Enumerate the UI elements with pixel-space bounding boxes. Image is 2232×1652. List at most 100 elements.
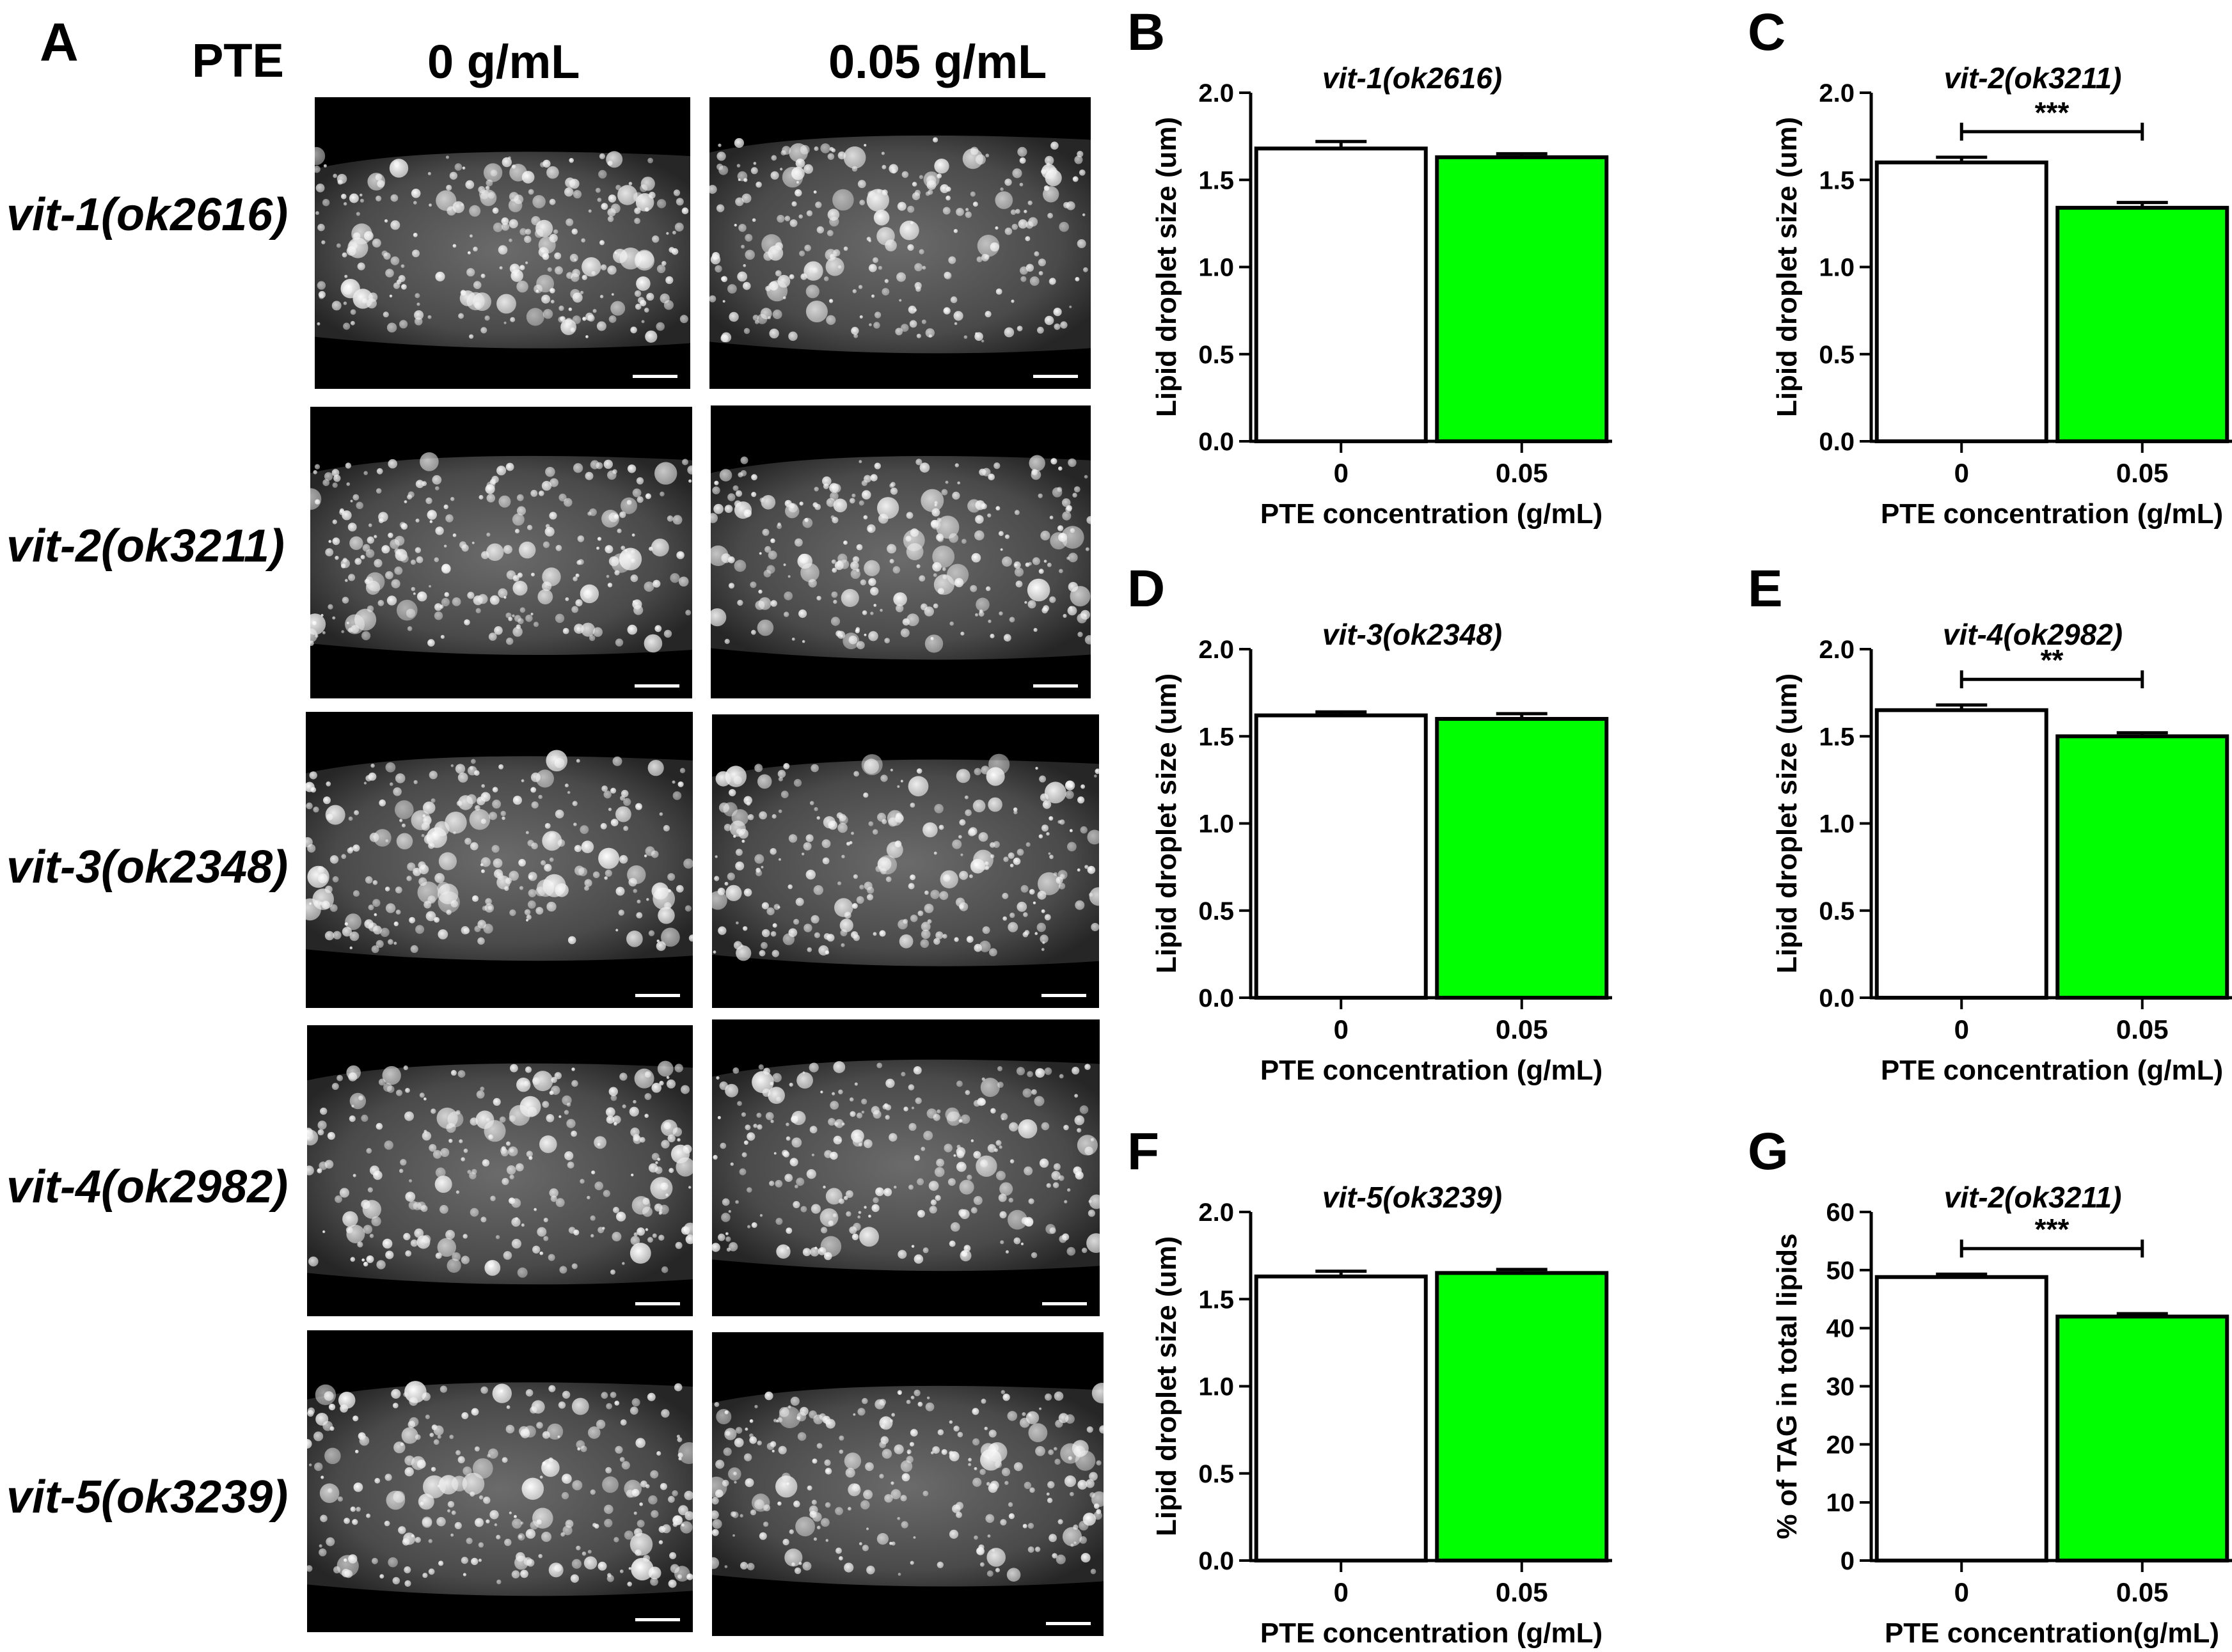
bar-0 xyxy=(1874,161,2048,443)
bar-0 xyxy=(1254,1274,1428,1562)
bar-0 xyxy=(1874,708,2048,1000)
x-axis-label: PTE concentration (g/mL) xyxy=(1260,498,1603,530)
y-axis-label: Lipid droplet size (um) xyxy=(1771,117,1803,417)
micrograph-image xyxy=(711,455,1091,688)
micrograph-vit-2-control xyxy=(310,407,692,698)
x-tick-label: 0.05 xyxy=(2116,1577,2169,1607)
bar-1 xyxy=(1435,155,1609,443)
y-tick-label: 1.0 xyxy=(1198,810,1234,838)
scale-bar xyxy=(1042,1302,1087,1305)
x-axis-label: PTE concentration (g/mL) xyxy=(1881,498,2223,530)
y-tick-label: 0.5 xyxy=(1198,897,1234,925)
y-tick-label: 0 xyxy=(1840,1547,1855,1575)
x-tick-label: 0.05 xyxy=(1496,1577,1548,1607)
y-tick-label: 2.0 xyxy=(1819,79,1855,107)
y-tick-label: 2.0 xyxy=(1198,79,1234,107)
micrograph-image xyxy=(307,1381,693,1621)
micrograph-vit-1-control xyxy=(315,97,690,389)
y-axis-label: Lipid droplet size (um) xyxy=(1151,673,1182,973)
panel-letter: C xyxy=(1748,3,1785,61)
bar-1 xyxy=(2055,734,2229,1000)
x-tick-label: 0 xyxy=(1954,458,1969,488)
x-axis-label: PTE concentration (g/mL) xyxy=(1881,1055,2223,1086)
micrograph-image xyxy=(306,750,693,997)
y-axis-label: Lipid droplet size (um) xyxy=(1771,673,1803,973)
y-tick-label: 1.0 xyxy=(1198,254,1234,282)
y-tick-label: 2.0 xyxy=(1198,1199,1234,1227)
y-axis-label: Lipid droplet size (um) xyxy=(1151,117,1182,417)
y-tick-label: 1.5 xyxy=(1198,723,1234,751)
y-tick-label: 40 xyxy=(1826,1315,1855,1343)
micrograph-image xyxy=(307,1060,693,1305)
scale-bar xyxy=(635,1618,680,1621)
y-tick-label: 0.0 xyxy=(1198,1547,1234,1575)
micrograph-vit-5-control xyxy=(307,1330,693,1632)
micrograph-vit-5-pte xyxy=(712,1332,1104,1636)
y-tick-label: 50 xyxy=(1826,1257,1855,1285)
column-header-005: 0.05 g/mL xyxy=(828,35,1047,88)
x-axis-label: PTE concentration(g/mL) xyxy=(1885,1617,2219,1649)
pte-header: PTE xyxy=(192,34,284,87)
column-header-0: 0 g/mL xyxy=(427,35,580,88)
panel-letter-a: A xyxy=(40,12,79,72)
significance-stars: *** xyxy=(2035,1213,2070,1246)
y-axis-label: Lipid droplet size (um) xyxy=(1151,1236,1182,1536)
x-tick-label: 0 xyxy=(1954,1014,1969,1044)
row-label-vit-3: vit-3(ok2348) xyxy=(6,842,289,893)
scale-bar xyxy=(633,375,677,378)
chart-title: vit-5(ok3239) xyxy=(1322,1181,1502,1214)
y-tick-label: 1.0 xyxy=(1819,810,1855,838)
y-tick-label: 1.0 xyxy=(1198,1373,1234,1401)
x-tick-label: 0 xyxy=(1954,1577,1969,1607)
x-tick-label: 0.05 xyxy=(2116,1014,2169,1044)
y-tick-label: 0.0 xyxy=(1819,984,1855,1012)
x-axis-label: PTE concentration (g/mL) xyxy=(1260,1055,1603,1086)
y-tick-label: 0.5 xyxy=(1198,341,1234,369)
y-tick-label: 1.5 xyxy=(1819,166,1855,194)
x-tick-label: 0.05 xyxy=(1496,458,1548,488)
micrograph-image xyxy=(315,146,690,378)
bar-1 xyxy=(2055,205,2229,443)
y-tick-label: 0.0 xyxy=(1198,428,1234,456)
x-axis-label: PTE concentration (g/mL) xyxy=(1260,1617,1603,1649)
chart-title: vit-3(ok2348) xyxy=(1322,618,1502,651)
bar-0 xyxy=(1254,146,1428,443)
chart-title: vit-2(ok3211) xyxy=(1944,1181,2122,1214)
bar-0 xyxy=(1874,1275,2048,1562)
row-label-vit-1: vit-1(ok2616) xyxy=(6,189,289,240)
y-tick-label: 30 xyxy=(1826,1373,1855,1401)
x-tick-label: 0 xyxy=(1334,458,1349,488)
micrograph-vit-2-pte xyxy=(711,405,1091,698)
panel-letter: G xyxy=(1748,1122,1789,1181)
scale-bar xyxy=(635,1302,680,1305)
y-tick-label: 0.0 xyxy=(1198,984,1234,1012)
row-label-vit-4: vit-4(ok2982) xyxy=(6,1161,289,1213)
scale-bar xyxy=(1041,994,1086,997)
bar-1 xyxy=(2055,1314,2229,1562)
y-tick-label: 60 xyxy=(1826,1199,1855,1227)
scale-bar xyxy=(1033,375,1078,378)
chart-title: vit-1(ok2616) xyxy=(1322,61,1502,95)
significance-stars: *** xyxy=(2035,96,2070,129)
row-label-vit-5: vit-5(ok3239) xyxy=(6,1472,289,1523)
scale-bar xyxy=(635,684,679,688)
y-tick-label: 2.0 xyxy=(1198,636,1234,664)
y-tick-label: 20 xyxy=(1826,1431,1855,1459)
y-tick-label: 0.5 xyxy=(1198,1460,1234,1488)
row-label-vit-2: vit-2(ok3211) xyxy=(6,521,285,572)
y-tick-label: 2.0 xyxy=(1819,636,1855,664)
panel-letter: E xyxy=(1748,560,1783,618)
micrograph-vit-3-pte xyxy=(712,714,1099,1008)
x-tick-label: 0.05 xyxy=(2116,458,2169,488)
micrograph-vit-4-pte xyxy=(712,1019,1100,1316)
micrograph-vit-4-control xyxy=(307,1025,693,1316)
